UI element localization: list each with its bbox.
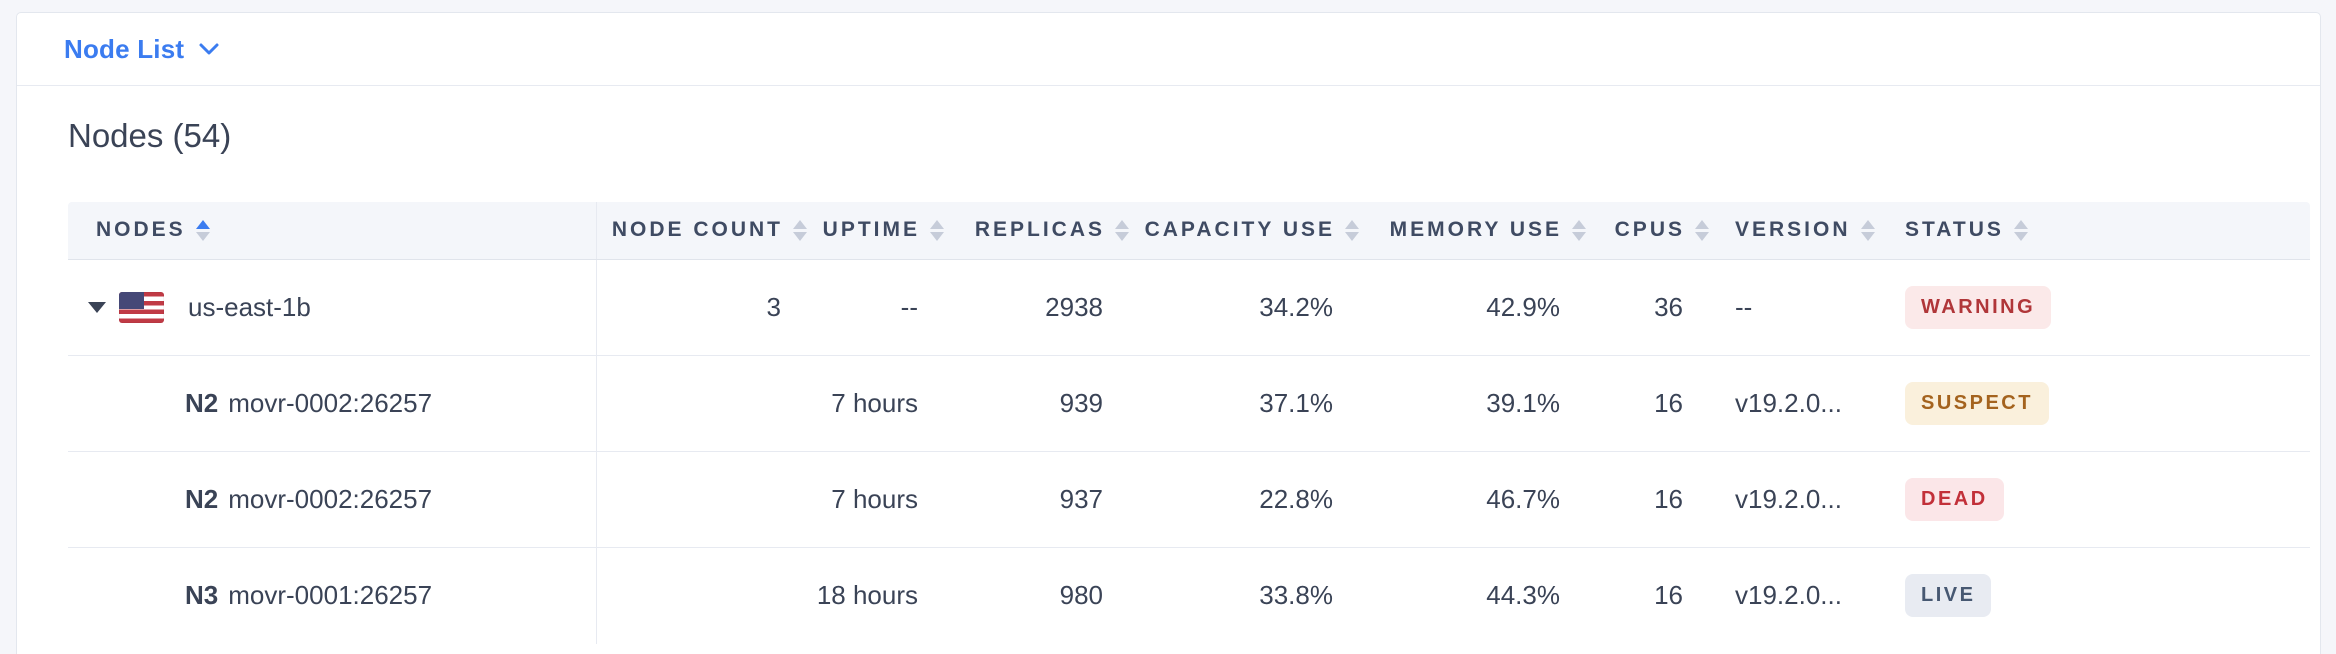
- cell-memory-use: 39.1%: [1486, 387, 1560, 418]
- cell-memory-use: 46.7%: [1486, 483, 1560, 514]
- node-row[interactable]: N2 movr-0002:26257 7 hours 937 22.8% 46.7…: [68, 451, 2310, 548]
- sort-icon: [195, 219, 210, 241]
- cell-cpus: 36: [1654, 291, 1683, 322]
- cell-memory-use: 44.3%: [1486, 580, 1560, 611]
- cell-uptime: 18 hours: [816, 580, 918, 611]
- column-header-capacity-use[interactable]: CAPACITY USE: [1107, 202, 1359, 259]
- sort-descending-arrow: [1572, 231, 1586, 241]
- topbar: Node List: [17, 13, 2320, 86]
- cell-capacity-use: 37.1%: [1259, 387, 1333, 418]
- sort-descending-arrow: [1695, 231, 1709, 241]
- cell-version: v19.2.0...: [1735, 580, 1842, 611]
- sort-icon: [930, 219, 944, 241]
- status-badge: LIVE: [1905, 574, 1992, 618]
- table-body: us-east-1b 3 -- 2938 34.2% 42.9% 36 -- W…: [68, 259, 2310, 644]
- sort-descending-arrow: [793, 231, 807, 241]
- cell-status: DEAD: [1905, 452, 2310, 547]
- cell-replicas: 937: [1059, 483, 1103, 514]
- column-header-nodes[interactable]: NODES: [68, 201, 597, 259]
- region-name: us-east-1b: [188, 291, 311, 322]
- cell-cpus: 16: [1654, 387, 1683, 418]
- collapse-region-icon[interactable]: [88, 301, 106, 313]
- sort-descending-arrow: [1860, 231, 1875, 241]
- sort-icon: [1695, 219, 1709, 241]
- cell-node-count: 3: [766, 291, 781, 322]
- sort-descending-arrow: [930, 231, 944, 241]
- node-address: movr-0002:26257: [228, 483, 433, 514]
- node-row[interactable]: N3 movr-0001:26257 18 hours 980 33.8% 44.…: [68, 547, 2310, 644]
- cell-capacity-use: 22.8%: [1259, 483, 1333, 514]
- sort-ascending-arrow: [195, 219, 210, 229]
- sort-ascending-arrow: [2013, 219, 2028, 229]
- sort-icon: [1572, 219, 1586, 241]
- sort-ascending-arrow: [1345, 219, 1359, 229]
- cell-memory-use: 42.9%: [1486, 291, 1560, 322]
- sort-descending-arrow: [1345, 231, 1359, 241]
- sort-ascending-arrow: [793, 219, 807, 229]
- sort-icon: [1345, 219, 1359, 241]
- view-selector-label: Node List: [64, 33, 185, 64]
- cell-version: --: [1735, 291, 1753, 322]
- chevron-down-icon: [199, 43, 219, 55]
- sort-ascending-arrow: [1695, 219, 1709, 229]
- node-id: N3: [185, 580, 219, 611]
- cell-node: N3 movr-0001:26257: [68, 547, 597, 644]
- node-list-card: Node List Nodes (54) NODES NODE COUNT UP…: [16, 12, 2321, 654]
- sort-descending-arrow: [1115, 231, 1129, 241]
- node-id: N2: [185, 483, 219, 514]
- cell-status: SUSPECT: [1905, 356, 2310, 451]
- cell-uptime: 7 hours: [831, 483, 918, 514]
- sort-descending-arrow: [195, 231, 210, 241]
- sort-descending-arrow: [2013, 231, 2028, 241]
- nodes-table: NODES NODE COUNT UPTIME REPLICAS CAPACIT…: [68, 201, 2310, 644]
- cell-node-count: [597, 548, 785, 644]
- sort-ascending-arrow: [930, 219, 944, 229]
- sort-icon: [793, 219, 807, 241]
- cell-node: N2 movr-0002:26257: [68, 451, 597, 547]
- node-address: movr-0002:26257: [228, 387, 433, 418]
- sort-icon: [1860, 219, 1875, 241]
- us-flag-icon: [119, 291, 164, 323]
- column-header-replicas[interactable]: REPLICAS: [922, 202, 1129, 259]
- page-title: Nodes (54): [68, 117, 232, 154]
- cell-version: v19.2.0...: [1735, 483, 1842, 514]
- column-header-status[interactable]: STATUS: [1905, 202, 2310, 259]
- column-header-uptime[interactable]: UPTIME: [785, 202, 944, 259]
- status-badge: WARNING: [1905, 285, 2052, 329]
- sort-icon: [2013, 219, 2028, 241]
- cell-node: N2 movr-0002:26257: [68, 355, 597, 451]
- status-badge: DEAD: [1905, 477, 2004, 521]
- cell-cpus: 16: [1654, 483, 1683, 514]
- column-header-memory-use[interactable]: MEMORY USE: [1337, 202, 1586, 259]
- sort-icon: [1115, 219, 1129, 241]
- cell-node-count: [597, 356, 785, 451]
- cell-replicas: 980: [1059, 580, 1103, 611]
- sort-ascending-arrow: [1572, 219, 1586, 229]
- column-header-node-count[interactable]: NODE COUNT: [597, 202, 807, 259]
- cell-uptime: --: [900, 291, 918, 322]
- column-header-cpus[interactable]: CPUS: [1564, 202, 1709, 259]
- cell-replicas: 2938: [1045, 291, 1103, 322]
- column-header-version[interactable]: VERSION: [1687, 202, 1905, 259]
- cell-uptime: 7 hours: [831, 387, 918, 418]
- sort-ascending-arrow: [1860, 219, 1875, 229]
- view-selector-dropdown[interactable]: Node List: [64, 34, 220, 65]
- node-id: N2: [185, 387, 219, 418]
- cell-status: WARNING: [1905, 260, 2310, 355]
- cell-node-count: [597, 452, 785, 547]
- cell-cpus: 16: [1654, 580, 1683, 611]
- region-row[interactable]: us-east-1b 3 -- 2938 34.2% 42.9% 36 -- W…: [68, 259, 2310, 356]
- node-address: movr-0001:26257: [228, 580, 433, 611]
- cell-capacity-use: 33.8%: [1259, 580, 1333, 611]
- cell-version: v19.2.0...: [1735, 387, 1842, 418]
- table-header-row: NODES NODE COUNT UPTIME REPLICAS CAPACIT…: [68, 201, 2310, 260]
- cell-capacity-use: 34.2%: [1259, 291, 1333, 322]
- cell-status: LIVE: [1905, 548, 2310, 644]
- sort-ascending-arrow: [1115, 219, 1129, 229]
- cell-region: us-east-1b: [68, 259, 597, 355]
- node-row[interactable]: N2 movr-0002:26257 7 hours 939 37.1% 39.1…: [68, 355, 2310, 452]
- status-badge: SUSPECT: [1905, 381, 2049, 425]
- cell-replicas: 939: [1059, 387, 1103, 418]
